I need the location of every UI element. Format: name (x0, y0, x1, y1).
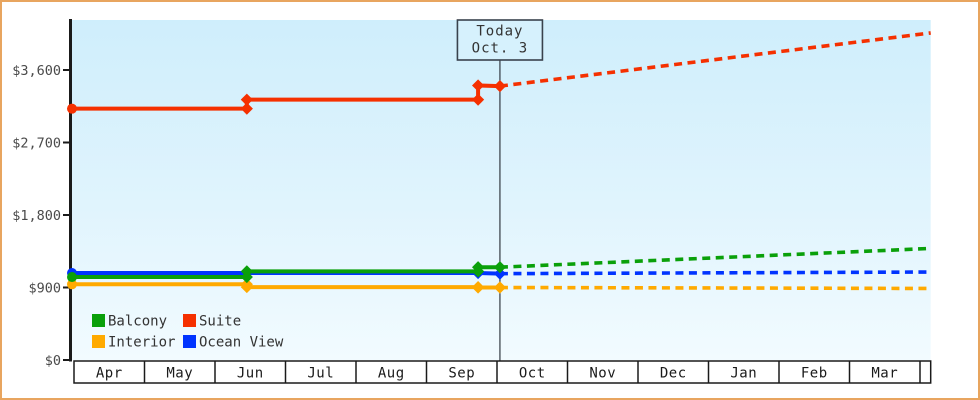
price-line-forecast-dashed (499, 285, 931, 291)
month-label: May (166, 366, 193, 382)
month-label: Jul (307, 366, 334, 382)
legend-item-ocean-view: Ocean View (183, 335, 284, 351)
month-label: Aug (378, 366, 405, 382)
month-label: Sep (448, 366, 475, 382)
data-point-marker (471, 281, 485, 294)
month-label: Mar (871, 366, 898, 382)
data-point-marker (471, 261, 485, 274)
legend-item-balcony: Balcony (92, 314, 167, 330)
month-label: Dec (660, 366, 687, 382)
y-tick-label: $900 (28, 281, 61, 297)
series-interior (67, 278, 931, 294)
today-label-line1: Today (476, 24, 523, 40)
month-band (73, 360, 932, 384)
data-point-marker (240, 265, 253, 278)
data-point-marker (240, 102, 253, 115)
data-point-marker (67, 103, 77, 114)
month-label: Nov (589, 366, 616, 382)
y-tick-label: $1,800 (12, 208, 61, 224)
legend-label: Ocean View (199, 335, 284, 351)
legend-swatch (92, 314, 105, 327)
month-label: Feb (801, 366, 828, 382)
y-tick-label: $0 (45, 353, 61, 369)
y-tick-label: $2,700 (12, 136, 61, 152)
data-point-marker (67, 279, 77, 290)
plot-area (72, 20, 931, 360)
data-point-marker (493, 261, 507, 274)
y-tick-label: $3,600 (12, 63, 61, 79)
legend-swatch (92, 335, 105, 348)
data-point-marker (493, 267, 507, 280)
price-line-forecast-dashed (499, 246, 931, 269)
legend-swatch (183, 335, 196, 348)
month-label: Oct (519, 366, 546, 382)
series-balcony (67, 246, 931, 284)
legend-label: Interior (108, 335, 175, 351)
month-label: Jun (237, 366, 264, 382)
price-line-forecast-dashed (499, 31, 931, 88)
data-point-marker (240, 281, 253, 294)
today-annotation-box (456, 19, 544, 61)
price-line-forecast-dashed (499, 270, 931, 276)
data-point-marker (493, 281, 507, 294)
today-label-line2: Oct. 3 (472, 41, 529, 57)
legend-swatch (183, 314, 196, 327)
legend-item-suite: Suite (183, 314, 241, 330)
data-point-marker (67, 272, 77, 283)
legend-label: Suite (199, 314, 241, 330)
data-point-marker (240, 93, 253, 106)
month-label: Jan (730, 366, 757, 382)
legend-label: Balcony (108, 314, 167, 330)
month-label: Apr (96, 366, 123, 382)
legend-item-interior: Interior (92, 335, 175, 351)
